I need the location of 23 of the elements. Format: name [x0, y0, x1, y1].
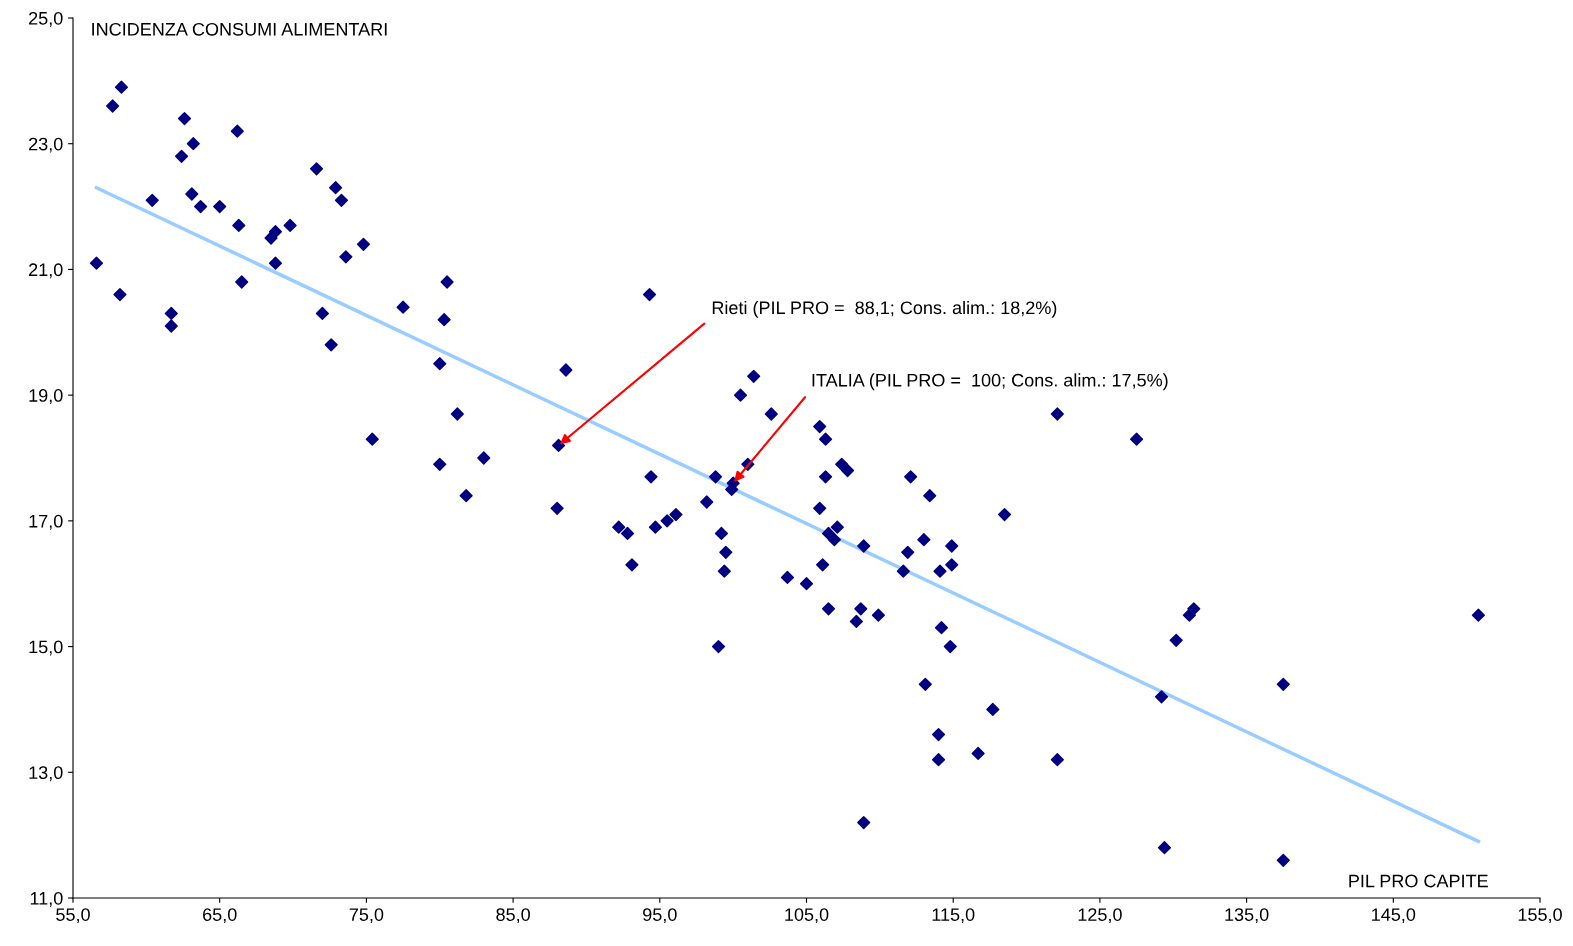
y-tick-label: 15,0 [29, 640, 63, 656]
y-tick-label: 21,0 [29, 263, 63, 279]
x-tick-label: 85,0 [496, 908, 530, 924]
x-tick-label: 105,0 [785, 908, 829, 924]
y-tick-label: 23,0 [29, 137, 63, 153]
y-tick-label: 19,0 [29, 389, 63, 404]
y-axis-title: INCIDENZA CONSUMI ALIMENTARI [92, 22, 387, 36]
annotation: ITALIA (PIL PRO = 100; Cons. alim.: 17,5%) [812, 373, 1168, 391]
x-tick-label: 95,0 [643, 908, 677, 924]
x-tick-label: 115,0 [932, 908, 975, 924]
x-tick-label: 55,0 [56, 908, 90, 924]
y-tick-label: 25,0 [29, 11, 63, 27]
y-tick-label: 13,0 [29, 766, 63, 782]
x-tick-label: 125,0 [1078, 908, 1122, 924]
x-tick-label: 65,0 [203, 908, 237, 924]
y-tick-label: 11,0 [30, 891, 63, 907]
x-tick-label: 135,0 [1225, 908, 1269, 924]
x-tick-label: 75,0 [349, 908, 384, 924]
x-tick-label: 155,0 [1518, 908, 1562, 924]
x-tick-label: 145,0 [1372, 908, 1416, 924]
y-tick-label: 17,0 [29, 514, 63, 530]
x-axis-title: PIL PRO CAPITE [1349, 874, 1488, 888]
annotation: Rieti (PIL PRO = 88,1; Cons. alim.: 18,2%) [712, 300, 1057, 318]
